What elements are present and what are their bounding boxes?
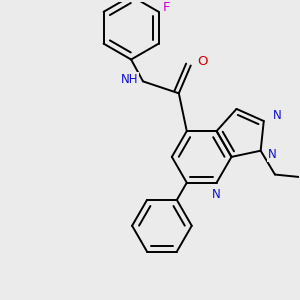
Text: O: O	[197, 55, 208, 68]
Text: N: N	[273, 109, 282, 122]
Text: N: N	[268, 148, 277, 161]
Text: NH: NH	[120, 73, 138, 86]
Text: N: N	[212, 188, 221, 201]
Text: F: F	[163, 1, 170, 14]
